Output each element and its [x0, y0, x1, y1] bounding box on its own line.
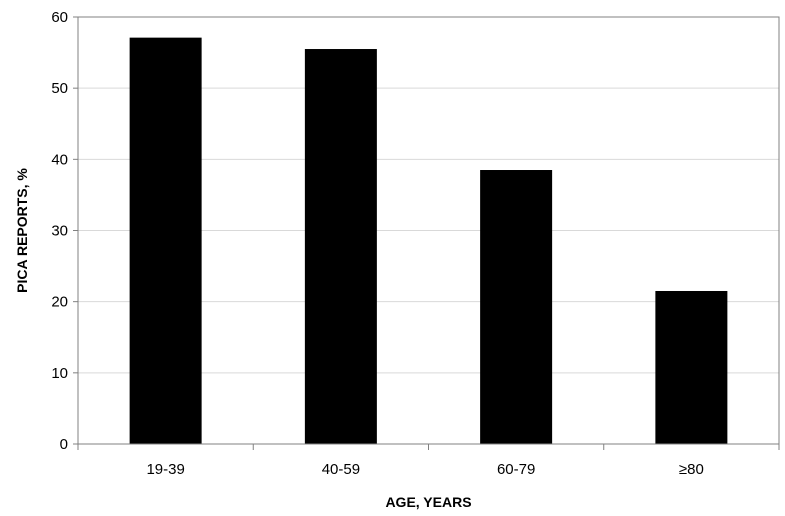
x-tick-label: ≥80	[679, 461, 704, 478]
x-tick-label: 19-39	[146, 461, 184, 478]
tick-labels: 0 10 20 30 40 50 60 19-39 40-59 60-79 ≥80	[51, 9, 704, 478]
bar	[655, 290, 728, 444]
y-axis-title: PICA REPORTS, %	[14, 168, 30, 293]
y-tick-label: 30	[51, 223, 68, 240]
y-tick-label: 50	[51, 80, 68, 97]
bar	[480, 170, 553, 444]
y-tick-label: 60	[51, 9, 68, 26]
axes	[73, 16, 780, 450]
plot-frame	[77, 16, 780, 445]
x-axis-title: AGE, YEARS	[385, 494, 471, 510]
y-tick-label: 40	[51, 151, 68, 168]
x-tick-label: 40-59	[322, 461, 360, 478]
y-tick-label: 0	[60, 436, 68, 453]
bar	[304, 49, 377, 445]
y-tick-label: 20	[51, 294, 68, 311]
bars	[129, 37, 728, 445]
bar	[129, 37, 202, 444]
x-tick-label: 60-79	[497, 461, 535, 478]
y-tick-label: 10	[51, 365, 68, 382]
